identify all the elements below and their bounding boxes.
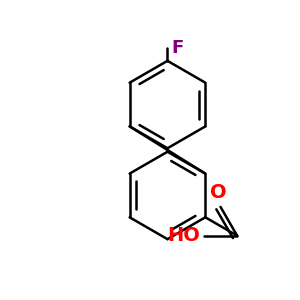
Text: F: F [171, 39, 183, 57]
Text: O: O [211, 183, 227, 202]
Text: HO: HO [167, 226, 200, 245]
